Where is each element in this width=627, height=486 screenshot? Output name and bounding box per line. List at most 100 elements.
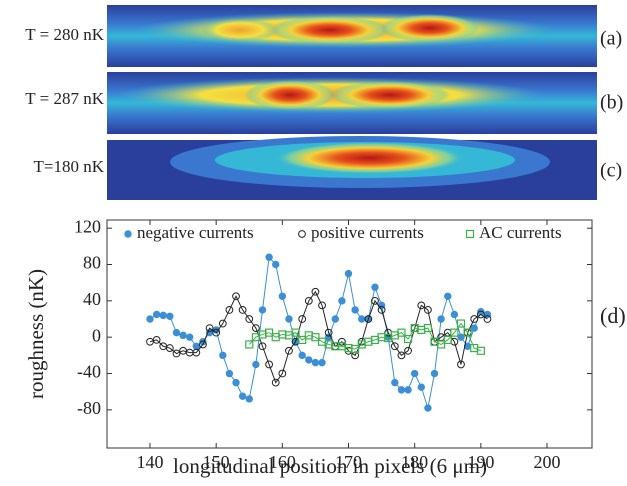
marker: [391, 378, 399, 387]
marker: [219, 351, 227, 360]
marker: [225, 306, 234, 314]
series-line: [149, 256, 488, 409]
marker: [377, 306, 386, 314]
marker: [245, 340, 254, 349]
marker: [212, 328, 221, 337]
marker: [397, 351, 406, 360]
marker: [152, 336, 161, 344]
marker: [318, 358, 326, 367]
marker: [397, 328, 406, 337]
y-tick-label: 120: [74, 216, 101, 236]
x-tick-label: 190: [467, 452, 494, 472]
marker: [285, 346, 293, 355]
marker: [450, 310, 459, 319]
marker: [424, 404, 432, 412]
marker: [344, 269, 353, 278]
marker: [456, 319, 466, 328]
legend-label: positive currents: [311, 223, 424, 242]
marker: [232, 292, 240, 301]
marker: [470, 315, 479, 323]
marker: [152, 310, 161, 319]
x-tick-label: 200: [534, 452, 561, 472]
marker: [238, 306, 247, 314]
marker: [457, 360, 465, 369]
legend-label: negative currents: [137, 223, 254, 242]
marker: [424, 306, 432, 314]
legend-marker: [124, 230, 132, 238]
y-tick-label: -80: [77, 398, 101, 418]
y-tick-label: -40: [77, 362, 101, 382]
marker: [192, 342, 201, 350]
panel-tag: (d): [600, 303, 626, 328]
marker: [450, 328, 459, 337]
marker: [443, 335, 452, 345]
marker: [192, 348, 201, 357]
marker: [245, 315, 254, 323]
marker: [390, 342, 399, 351]
marker: [252, 360, 260, 369]
marker: [172, 349, 181, 358]
marker: [251, 324, 260, 332]
panel-label: T=180 nK: [34, 157, 105, 176]
legend-marker: [298, 230, 306, 238]
marker: [417, 301, 426, 310]
marker: [476, 346, 485, 355]
marker: [371, 283, 379, 291]
panel-label: T = 287 nK: [25, 89, 104, 108]
marker: [258, 306, 267, 314]
marker: [159, 311, 167, 320]
marker: [291, 328, 300, 337]
legend-label: AC currents: [479, 223, 562, 242]
marker: [232, 378, 240, 387]
marker: [311, 358, 320, 367]
marker: [311, 287, 320, 296]
marker: [186, 333, 194, 341]
panel-label: T = 280 nK: [25, 25, 104, 44]
marker: [410, 369, 419, 378]
panel-tag: (a): [600, 28, 622, 50]
marker: [444, 292, 452, 301]
marker: [278, 292, 287, 301]
marker: [324, 328, 333, 337]
marker: [265, 360, 274, 369]
marker: [238, 392, 247, 400]
marker: [225, 369, 234, 378]
marker: [298, 351, 306, 360]
marker: [179, 331, 187, 340]
marker: [199, 340, 207, 349]
marker: [337, 337, 346, 346]
marker: [364, 315, 373, 323]
image-a: [107, 5, 597, 67]
marker: [271, 378, 280, 387]
marker: [258, 342, 267, 351]
marker: [205, 324, 214, 332]
x-tick-label: 170: [335, 452, 362, 472]
marker: [423, 323, 433, 333]
marker: [397, 386, 406, 394]
marker: [351, 344, 360, 354]
y-tick-label: 40: [83, 289, 101, 309]
marker: [278, 369, 287, 378]
marker: [265, 253, 273, 261]
legend-marker: [465, 229, 475, 239]
marker: [318, 301, 326, 310]
marker: [265, 328, 274, 337]
marker: [165, 344, 174, 352]
marker: [483, 315, 492, 323]
marker: [298, 315, 307, 323]
marker: [285, 315, 293, 323]
marker: [430, 369, 439, 378]
marker: [272, 260, 280, 269]
marker: [417, 383, 425, 391]
marker: [403, 334, 413, 344]
marker: [470, 324, 478, 332]
marker: [463, 328, 472, 337]
marker: [305, 356, 313, 364]
y-tick-label: 80: [83, 253, 101, 273]
marker: [476, 310, 485, 319]
marker: [338, 297, 346, 305]
x-tick-label: 150: [203, 452, 230, 472]
image-c: [107, 136, 597, 200]
plot-frame: [106, 219, 593, 449]
